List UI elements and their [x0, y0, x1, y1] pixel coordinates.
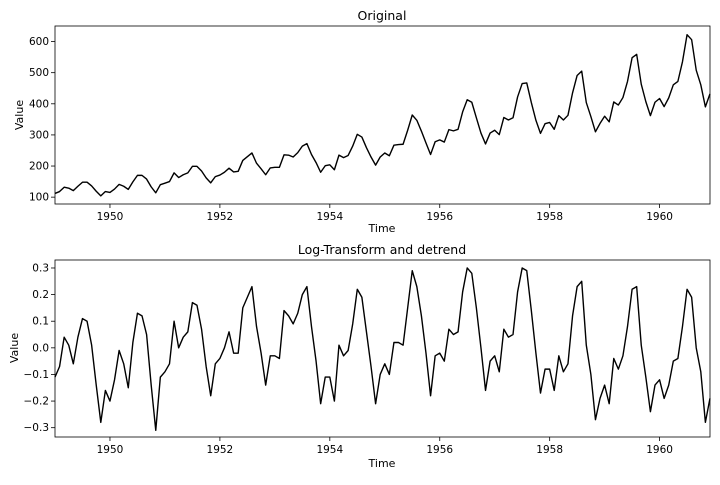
- x-tick-label: 1952: [207, 444, 234, 456]
- y-axis-label: Value: [8, 333, 21, 363]
- y-axis-ticks: −0.3 −0.2 −0.1 0.0 0.1 0.2 0.3: [24, 262, 55, 434]
- x-tick-label: 1950: [97, 444, 124, 456]
- y-tick-label: 0.1: [32, 316, 49, 328]
- chart-log-detrend: Log-Transform and detrend 1950 1952 1954 19…: [8, 242, 711, 470]
- x-tick-label: 1960: [646, 211, 673, 223]
- y-tick-label: 0.0: [32, 342, 49, 354]
- y-tick-label: 500: [29, 67, 49, 79]
- x-axis-ticks: 1950 1952 1954 1956 1958 1960: [97, 204, 673, 223]
- x-tick-label: 1954: [316, 444, 343, 456]
- y-tick-label: 300: [29, 129, 49, 141]
- x-tick-label: 1960: [646, 444, 673, 456]
- y-tick-label: 100: [29, 192, 49, 204]
- y-tick-label: −0.3: [24, 422, 50, 434]
- x-tick-label: 1956: [426, 444, 453, 456]
- x-tick-label: 1958: [536, 444, 563, 456]
- y-tick-label: −0.1: [24, 369, 50, 381]
- x-axis-label: Time: [368, 222, 396, 235]
- y-tick-label: −0.2: [24, 396, 50, 408]
- y-axis-ticks: 100 200 300 400 500 600: [29, 36, 55, 204]
- chart-title: Log-Transform and detrend: [298, 242, 466, 257]
- x-tick-label: 1954: [316, 211, 343, 223]
- x-axis-ticks: 1950 1952 1954 1956 1958 1960: [97, 437, 673, 456]
- x-tick-label: 1950: [97, 211, 124, 223]
- series-line: [54, 267, 711, 432]
- x-axis-label: Time: [368, 457, 396, 470]
- y-tick-label: 600: [29, 36, 49, 48]
- plot-frame: [54, 25, 711, 205]
- chart-original: Original 1950 1952 1954 1956 1958 1960 100 200…: [13, 8, 711, 235]
- y-tick-label: 200: [29, 161, 49, 173]
- chart-title: Original: [358, 8, 407, 23]
- x-tick-label: 1956: [426, 211, 453, 223]
- y-tick-label: 0.3: [32, 262, 49, 274]
- x-tick-label: 1958: [536, 211, 563, 223]
- series-line: [54, 34, 711, 197]
- plot-frame: [54, 259, 711, 438]
- x-tick-label: 1952: [207, 211, 234, 223]
- y-axis-label: Value: [13, 100, 26, 130]
- y-tick-label: 400: [29, 98, 49, 110]
- y-tick-label: 0.2: [32, 289, 49, 301]
